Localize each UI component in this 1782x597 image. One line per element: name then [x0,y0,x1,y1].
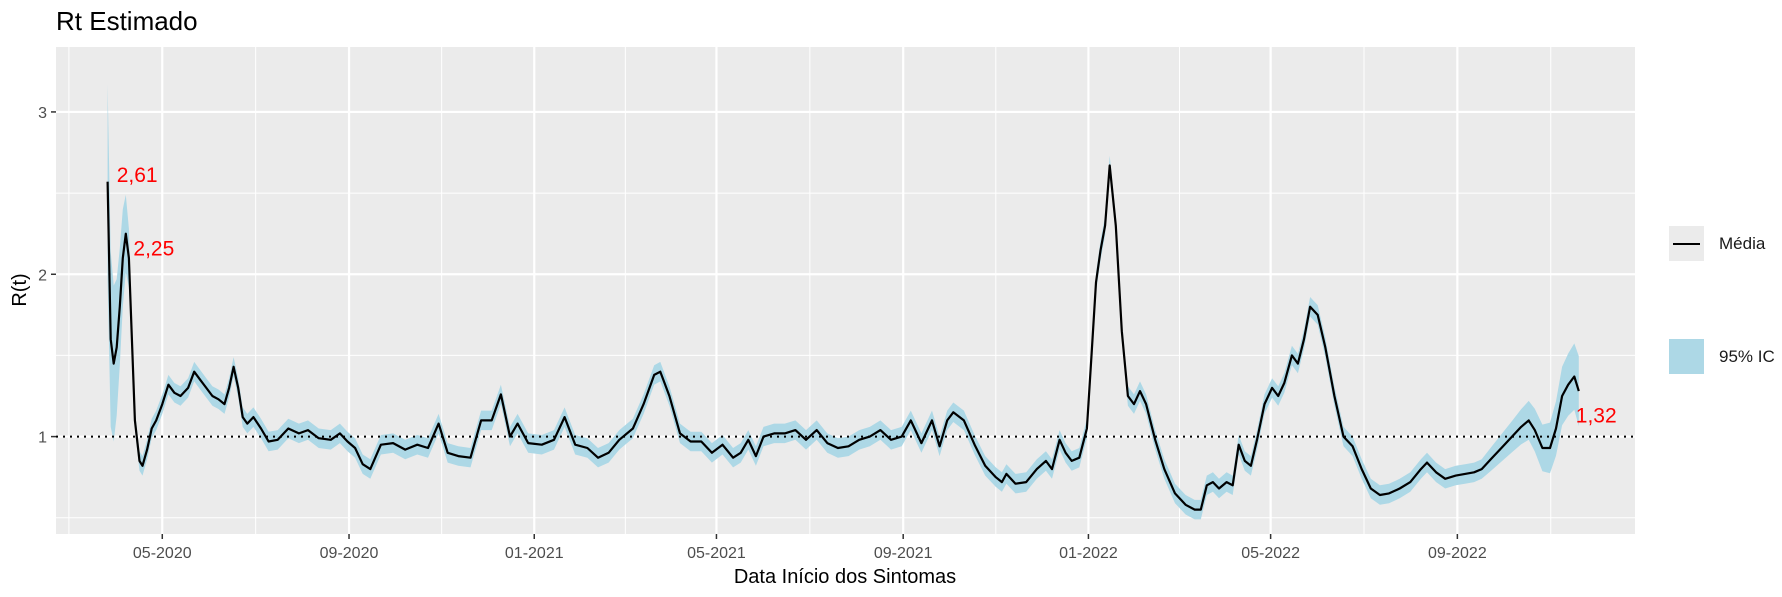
legend-key-line [1669,226,1704,261]
x-tick-label: 01-2021 [505,545,564,562]
minor-gridlines [56,47,1635,534]
legend: Média 95% IC [1664,226,1782,379]
annotation-label: 1,32 [1576,404,1617,427]
annotation-label: 2,61 [117,164,158,187]
x-tick-label: 09-2021 [874,545,933,562]
x-tick-label: 05-2022 [1241,545,1300,562]
annotation-label: 2,25 [133,237,174,260]
y-tick-label: 3 [38,105,47,122]
legend-item-media: Média [1664,226,1782,266]
x-tick-label: 01-2022 [1059,545,1118,562]
legend-label-media: Média [1719,234,1766,253]
y-tick-label: 2 [38,267,47,284]
x-tick-label: 09-2020 [320,545,379,562]
legend-key-band [1669,339,1704,374]
chart-title: Rt Estimado [56,6,198,36]
confidence-band [107,84,1579,520]
mean-line [106,164,1580,511]
panel-background [56,47,1635,534]
y-axis: 1 2 3 [38,105,56,447]
y-axis-label: R(t) [9,273,31,306]
x-axis-label: Data Início dos Sintomas [734,566,956,588]
legend-item-ic: 95% IC [1664,339,1782,379]
x-tick-label: 05-2021 [687,545,746,562]
x-tick-label: 05-2020 [133,545,192,562]
x-axis: 05-2020 09-2020 01-2021 05-2021 09-2021 01-20… [133,534,1487,562]
legend-label-ic: 95% IC [1719,347,1775,366]
annotations: 2,61 2,25 1,32 [117,164,1617,427]
x-tick-label: 09-2022 [1428,545,1487,562]
y-tick-label: 1 [38,430,47,447]
